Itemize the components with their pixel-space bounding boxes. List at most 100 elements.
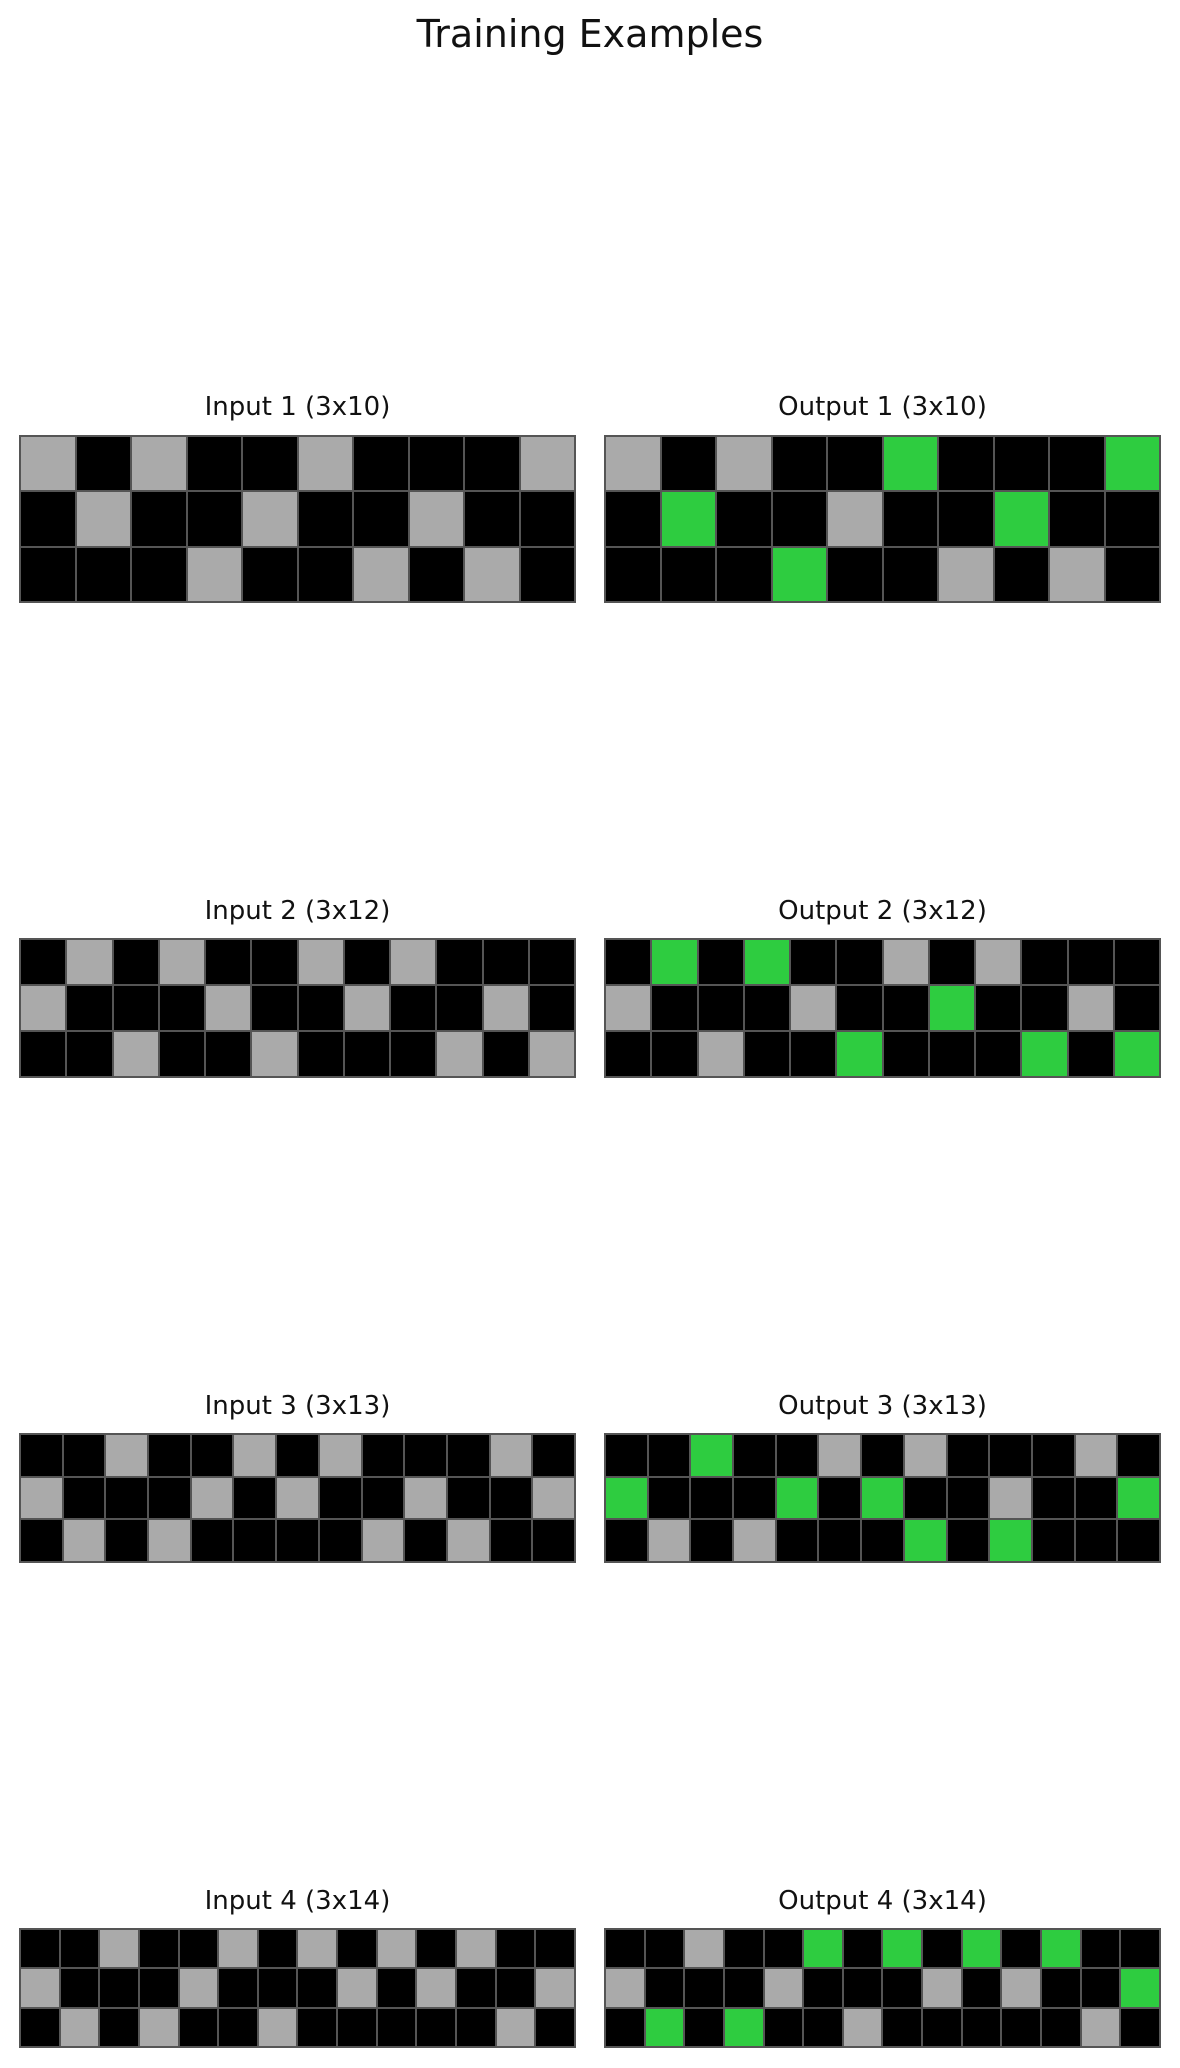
grid-cell	[490, 1477, 532, 1519]
input-2-title: Input 2 (3x12)	[204, 896, 391, 926]
grid-cell	[113, 986, 158, 1030]
grid-cell	[536, 1930, 574, 1968]
grid-cell	[298, 547, 352, 601]
grid-cell	[520, 547, 574, 601]
grid-cell	[698, 940, 743, 984]
grid-cell	[67, 986, 112, 1030]
grid-cell	[883, 1032, 928, 1076]
grid-cell	[405, 1477, 446, 1519]
grid-cell	[994, 492, 1048, 546]
grid-cell	[76, 437, 130, 491]
grid-cell	[862, 1435, 903, 1476]
grid-cell	[929, 986, 974, 1030]
grid-cell	[976, 1032, 1021, 1076]
grid-cell	[243, 547, 297, 601]
grid-cell	[377, 1930, 416, 1968]
grid-cell	[391, 1032, 436, 1076]
grid-cell	[923, 1969, 961, 2007]
grid-cell	[837, 986, 882, 1030]
grid-cell	[1050, 547, 1104, 601]
grid-cell	[362, 1520, 404, 1561]
grid-cell	[1118, 1435, 1159, 1476]
grid-cell	[883, 437, 937, 491]
grid-cell	[1075, 1435, 1117, 1476]
grid-cell	[883, 940, 928, 984]
page-title: Training Examples	[416, 12, 764, 56]
grid-cell	[1002, 1930, 1041, 1968]
grid-cell	[734, 1477, 775, 1519]
grid-cell	[744, 986, 789, 1030]
grid-cell	[483, 940, 528, 984]
grid-cell	[929, 1032, 974, 1076]
grid-cell	[21, 986, 66, 1030]
grid-cell	[1022, 940, 1067, 984]
grid-cell	[490, 1520, 532, 1561]
grid-cell	[772, 437, 826, 491]
grid-cell	[100, 1930, 138, 1968]
grid-cell	[405, 1435, 446, 1476]
grid-cell	[447, 1520, 489, 1561]
grid-cell	[529, 1032, 574, 1076]
grid-cell	[67, 940, 112, 984]
grid-cell	[252, 940, 297, 984]
input-1-grid	[19, 435, 576, 603]
grid-cell	[947, 1520, 989, 1561]
grid-cell	[1105, 437, 1159, 491]
grid-cell	[234, 1477, 276, 1519]
grid-cell	[100, 1969, 138, 2007]
grid-cell	[652, 1032, 697, 1076]
grid-cell	[939, 547, 993, 601]
grid-cell	[536, 1969, 574, 2007]
grid-cell	[843, 1969, 882, 2007]
grid-cell	[159, 940, 204, 984]
grid-cell	[1022, 1032, 1067, 1076]
grid-cell	[132, 492, 186, 546]
grid-cell	[496, 2008, 535, 2046]
grid-cell	[139, 2008, 178, 2046]
grid-cell	[409, 547, 463, 601]
grid-cell	[252, 1032, 297, 1076]
grid-cell	[734, 1435, 775, 1476]
input-4-title: Input 4 (3x14)	[204, 1886, 391, 1916]
grid-cell	[179, 2008, 218, 2046]
grid-cell	[947, 1477, 989, 1519]
grid-cell	[139, 1969, 178, 2007]
grid-cell	[837, 940, 882, 984]
grid-cell	[776, 1477, 818, 1519]
grid-cell	[529, 986, 574, 1030]
grid-cell	[606, 547, 660, 601]
grid-cell	[187, 492, 241, 546]
grid-cell	[132, 437, 186, 491]
grid-cell	[21, 2008, 59, 2046]
grid-cell	[520, 437, 574, 491]
grid-cell	[828, 547, 882, 601]
input-1-title: Input 1 (3x10)	[204, 392, 391, 422]
grid-cell	[100, 2008, 138, 2046]
grid-cell	[1032, 1477, 1074, 1519]
grid-cell	[76, 492, 130, 546]
grid-cell	[21, 492, 75, 546]
grid-cell	[354, 492, 408, 546]
grid-cell	[804, 1930, 842, 1968]
grid-cell	[606, 1032, 651, 1076]
grid-cell	[465, 547, 519, 601]
grid-cell	[63, 1435, 105, 1476]
grid-cell	[191, 1435, 233, 1476]
grid-cell	[457, 1969, 495, 2007]
grid-cell	[258, 1930, 297, 1968]
grid-cell	[63, 1520, 105, 1561]
grid-cell	[1121, 1969, 1159, 2007]
grid-cell	[21, 1477, 62, 1519]
grid-cell	[319, 1435, 361, 1476]
grid-cell	[417, 2008, 456, 2046]
grid-cell	[717, 437, 771, 491]
grid-cell	[883, 547, 937, 601]
grid-cell	[149, 1477, 190, 1519]
grid-cell	[606, 1520, 647, 1561]
grid-cell	[819, 1435, 861, 1476]
grid-cell	[60, 2008, 99, 2046]
grid-cell	[362, 1477, 404, 1519]
grid-cell	[187, 437, 241, 491]
grid-cell	[606, 986, 651, 1030]
grid-cell	[923, 2008, 961, 2046]
